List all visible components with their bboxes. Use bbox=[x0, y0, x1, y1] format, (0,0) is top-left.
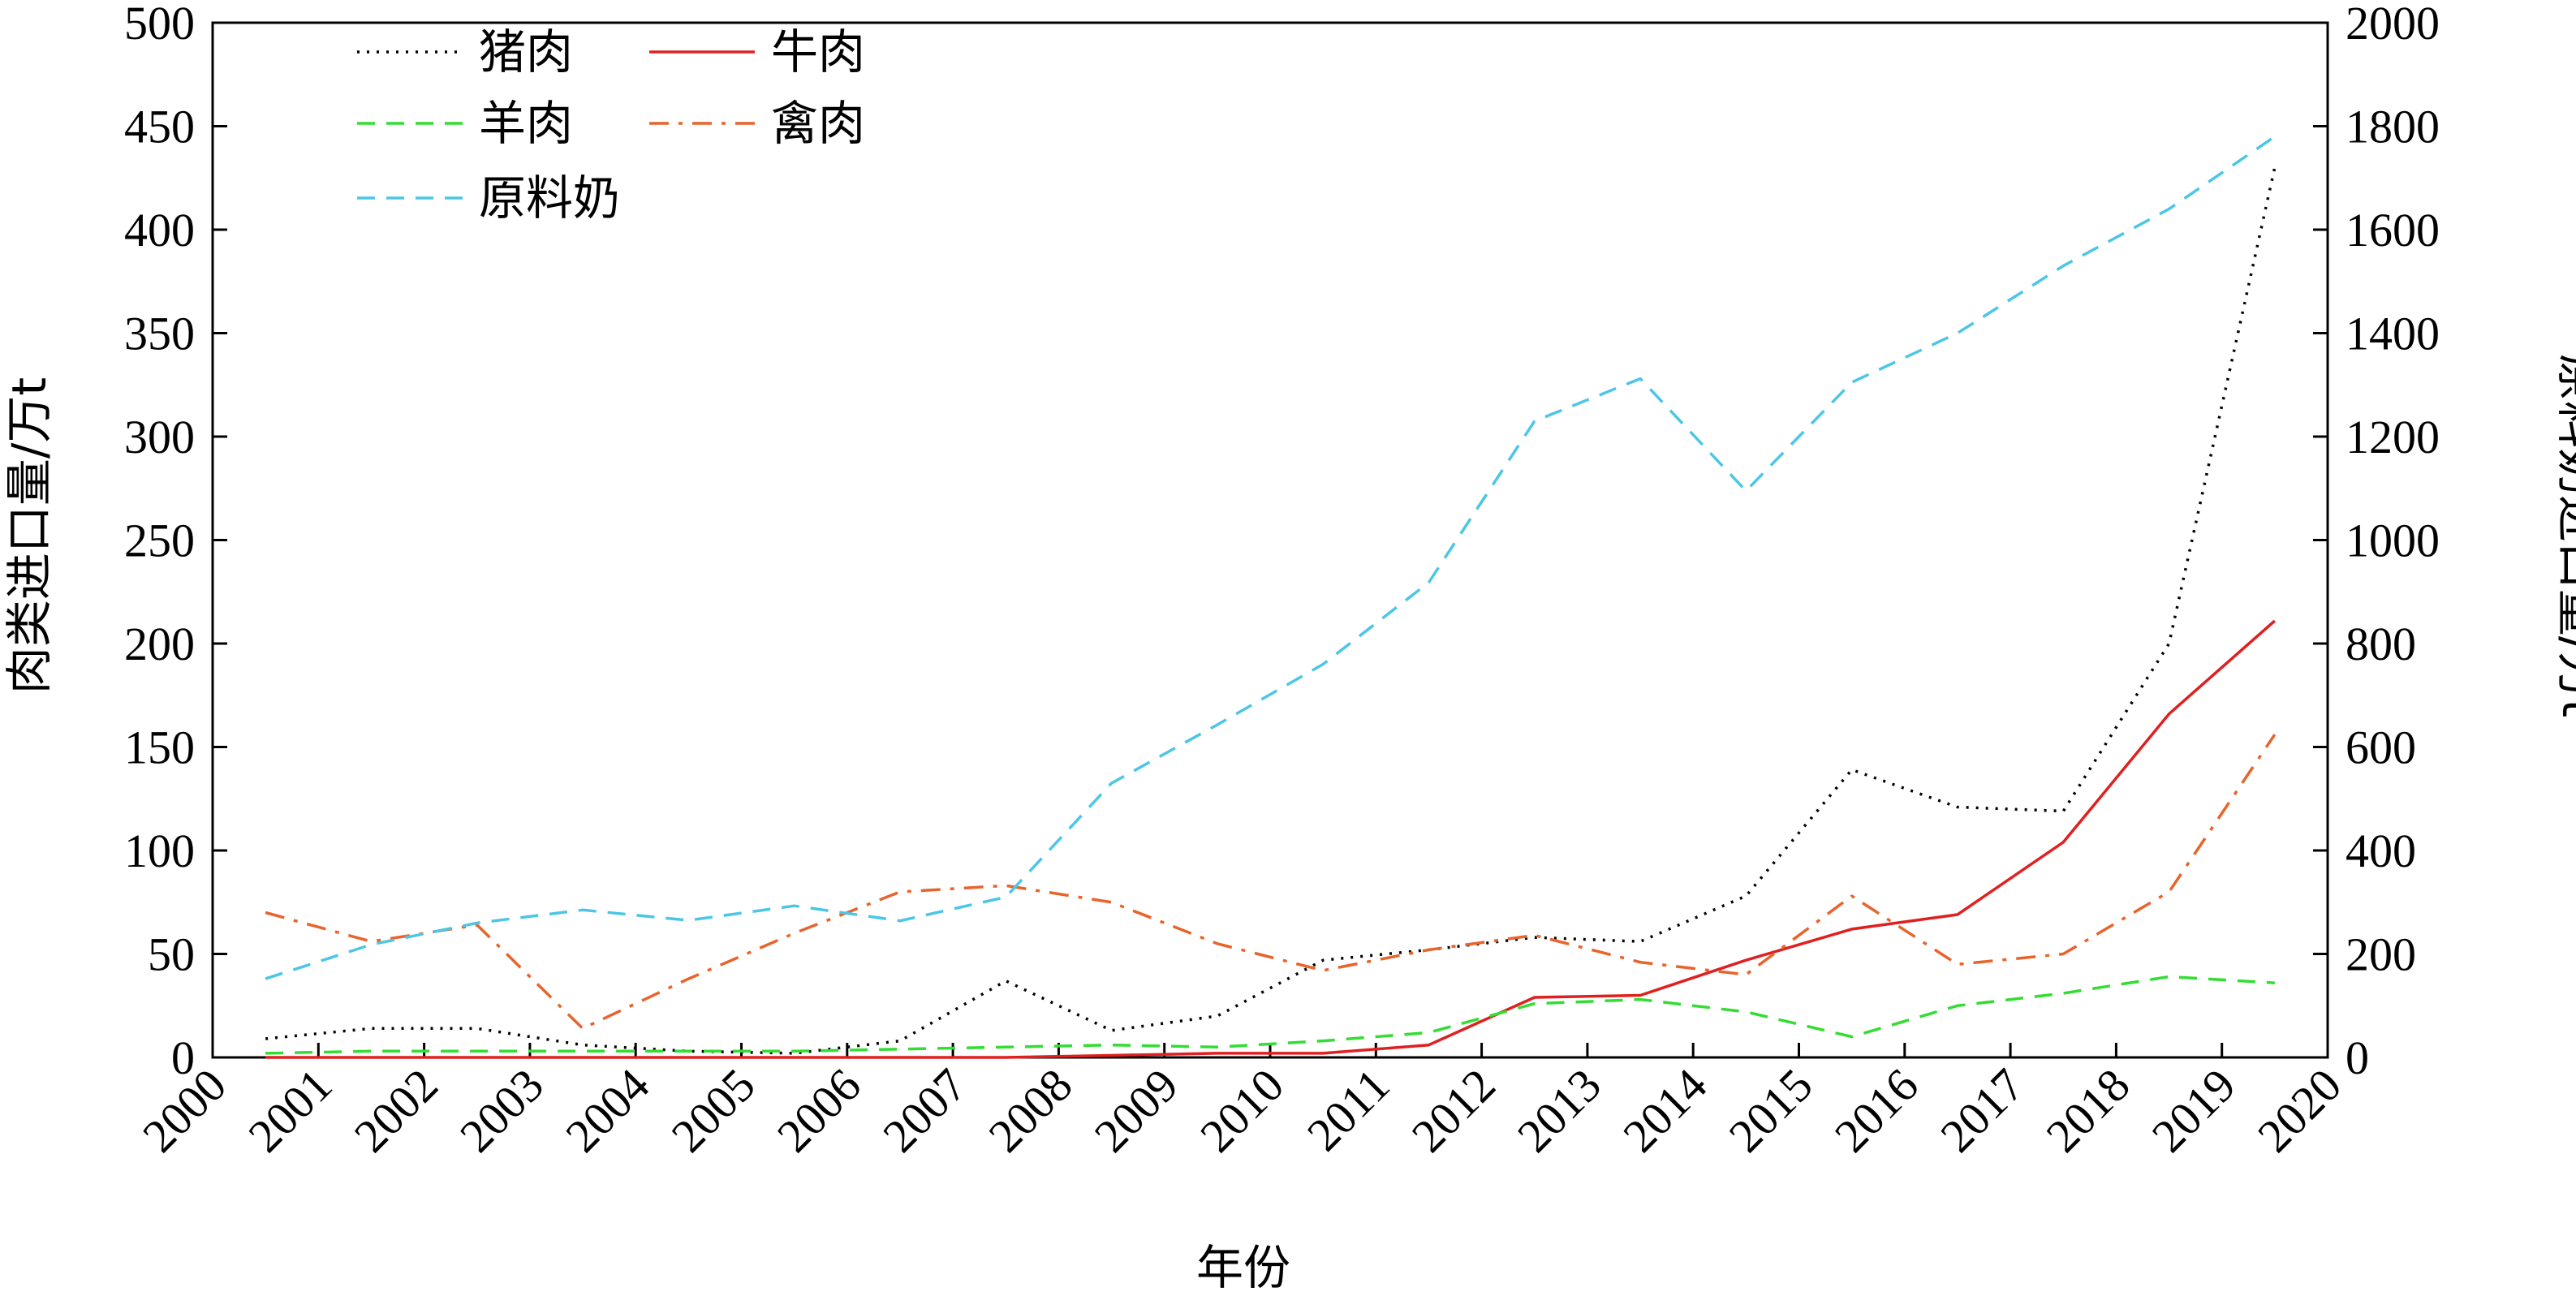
left-y-axis-title: 肉类进口量/万t bbox=[2, 377, 57, 694]
x-tick-label: 2017 bbox=[1930, 1058, 2034, 1162]
right-tick-label: 1200 bbox=[2346, 411, 2440, 463]
left-tick-label: 450 bbox=[124, 101, 195, 153]
left-tick-label: 0 bbox=[171, 1031, 195, 1084]
right-tick-label: 600 bbox=[2346, 721, 2416, 774]
x-tick-label: 2000 bbox=[132, 1058, 236, 1162]
legend-label-3: 禽肉 bbox=[771, 96, 865, 151]
legend-label-0: 猪肉 bbox=[479, 24, 573, 80]
left-tick-label: 250 bbox=[124, 515, 195, 567]
right-tick-label: 400 bbox=[2346, 825, 2416, 877]
x-tick-label: 2016 bbox=[1824, 1058, 1928, 1162]
x-tick-label: 2010 bbox=[1190, 1058, 1294, 1162]
series-line-0 bbox=[265, 167, 2277, 1055]
x-tick-label: 2011 bbox=[1297, 1058, 1399, 1160]
x-tick-label: 2006 bbox=[767, 1058, 871, 1162]
x-axis-title: 年份 bbox=[1196, 1240, 1290, 1295]
x-axis-ticks: 2000 2001 2002 2003 2004 2005 2006 2007 2008 2009… bbox=[132, 1043, 2351, 1162]
right-tick-label: 1400 bbox=[2346, 308, 2440, 360]
left-tick-label: 50 bbox=[148, 928, 195, 981]
series-line-4 bbox=[265, 135, 2276, 980]
x-tick-label: 2002 bbox=[344, 1058, 448, 1162]
left-tick-label: 150 bbox=[124, 721, 195, 774]
x-tick-label: 2005 bbox=[661, 1058, 765, 1162]
x-tick-label: 2012 bbox=[1402, 1058, 1506, 1162]
right-tick-label: 1800 bbox=[2346, 101, 2440, 153]
right-y-axis-title: 原料奶进口量/万t bbox=[2552, 354, 2576, 717]
left-tick-label: 500 bbox=[124, 0, 195, 50]
legend-label-4: 原料奶 bbox=[479, 170, 620, 226]
x-tick-label: 2019 bbox=[2142, 1058, 2246, 1162]
legend-label-2: 羊肉 bbox=[479, 96, 573, 151]
right-tick-label: 0 bbox=[2346, 1031, 2369, 1084]
left-y-axis-ticks: 0 50 100 150 200 250 300 350 400 450 500 bbox=[124, 0, 227, 1084]
x-tick-label: 2013 bbox=[1507, 1058, 1611, 1162]
x-tick-label: 2003 bbox=[450, 1058, 554, 1162]
left-tick-label: 400 bbox=[124, 204, 195, 256]
right-tick-label: 200 bbox=[2346, 928, 2416, 981]
x-tick-label: 2007 bbox=[872, 1058, 976, 1162]
left-tick-label: 100 bbox=[124, 825, 195, 877]
x-tick-label: 2014 bbox=[1613, 1058, 1717, 1162]
left-tick-label: 300 bbox=[124, 411, 195, 463]
right-tick-label: 1000 bbox=[2346, 515, 2440, 567]
series-line-3 bbox=[265, 734, 2277, 1031]
right-y-axis-ticks: 0 200 400 600 800 1000 1200 1400 1600 1800 2000 bbox=[2313, 0, 2440, 1084]
right-tick-label: 800 bbox=[2346, 618, 2416, 670]
series-line-2 bbox=[265, 975, 2275, 1055]
series-lines bbox=[265, 135, 2277, 1059]
x-tick-label: 2020 bbox=[2247, 1058, 2351, 1162]
left-tick-label: 200 bbox=[124, 618, 195, 670]
x-tick-label: 2004 bbox=[555, 1058, 659, 1162]
x-tick-label: 2009 bbox=[1084, 1058, 1188, 1162]
legend-label-1: 牛肉 bbox=[771, 24, 865, 80]
x-tick-label: 2001 bbox=[239, 1058, 342, 1162]
x-tick-label: 2018 bbox=[2036, 1058, 2140, 1162]
x-tick-label: 2015 bbox=[1719, 1058, 1823, 1162]
right-tick-label: 2000 bbox=[2346, 0, 2440, 50]
right-tick-label: 1600 bbox=[2346, 204, 2440, 256]
series-line-1 bbox=[265, 619, 2276, 1059]
x-tick-label: 2008 bbox=[979, 1058, 1083, 1162]
left-tick-label: 350 bbox=[124, 308, 195, 360]
